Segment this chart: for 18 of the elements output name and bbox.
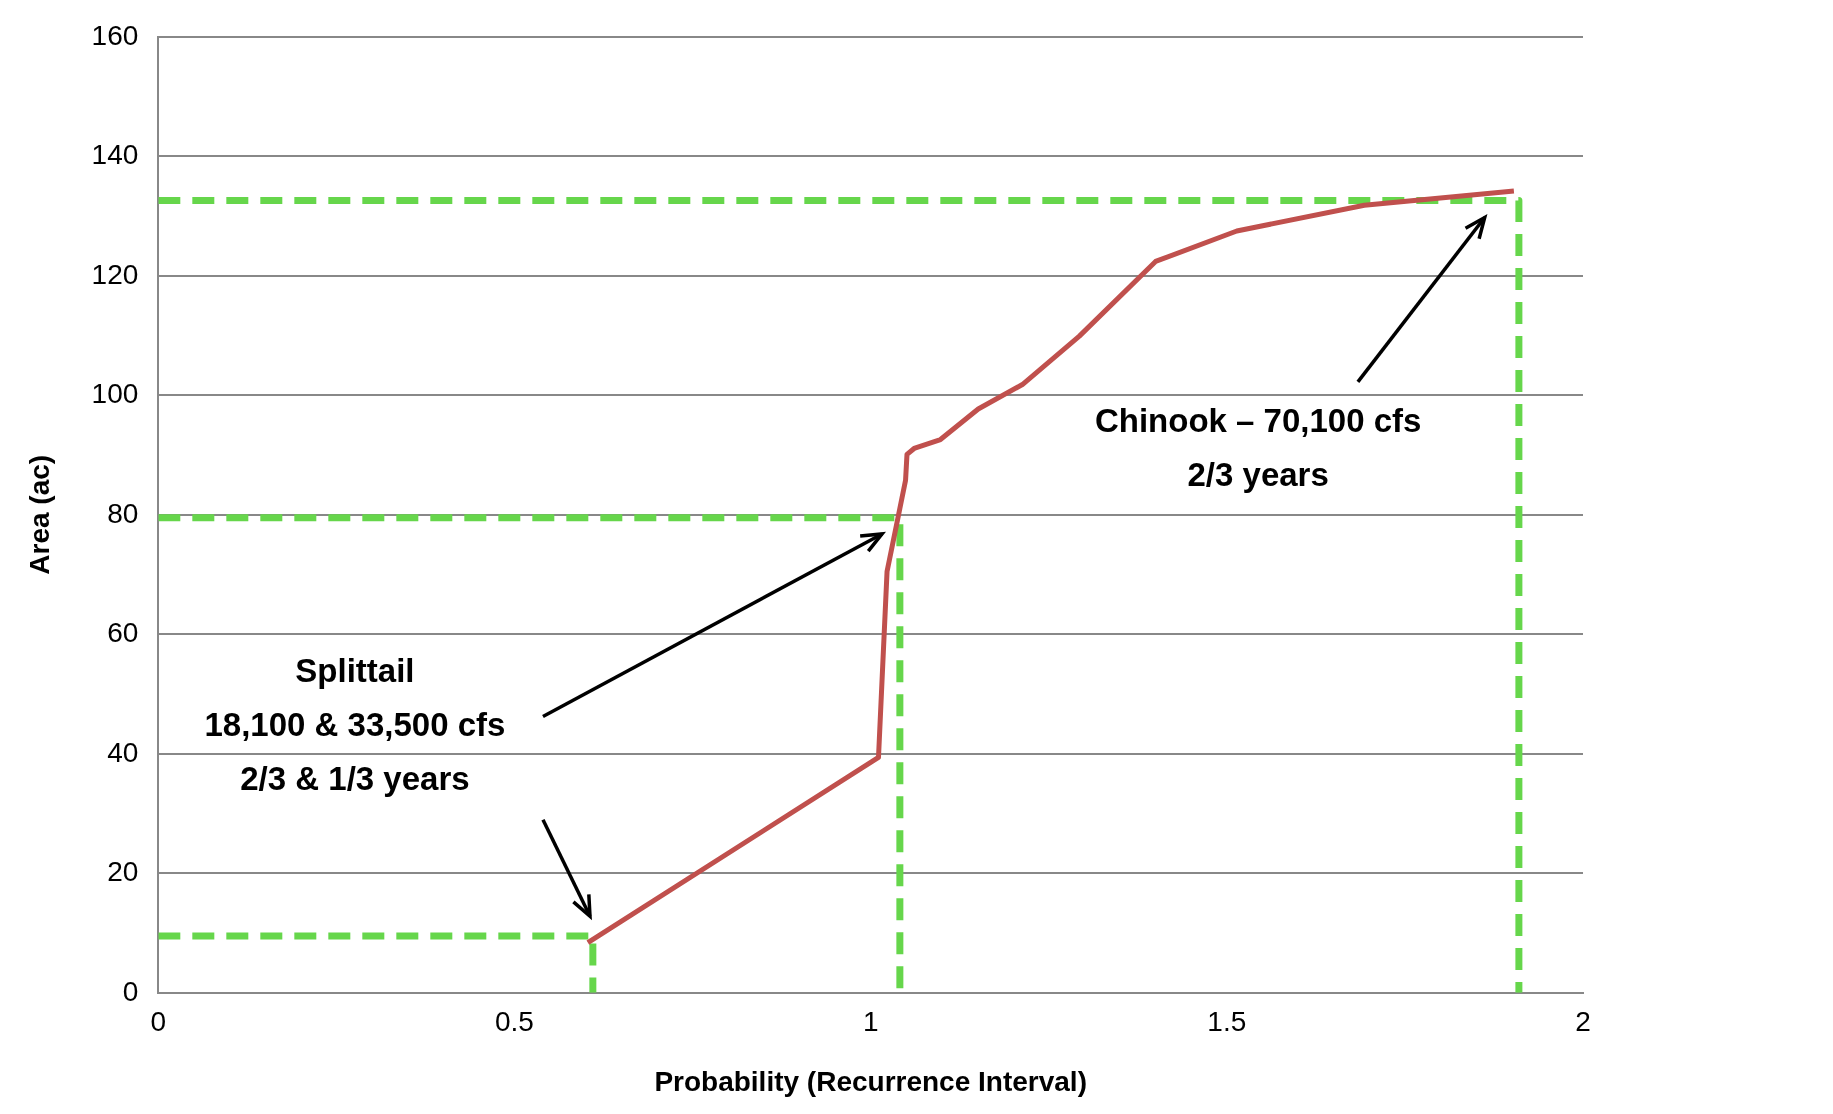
y-tick-label: 80 — [107, 497, 139, 529]
y-tick-label: 20 — [107, 856, 139, 888]
x-tick-label: 1 — [862, 1006, 879, 1038]
y-tick-label: 40 — [107, 736, 139, 768]
y-tick-label: 100 — [91, 378, 139, 410]
y-tick-label: 60 — [107, 617, 139, 649]
x-tick-label: 2 — [1575, 1006, 1591, 1038]
y-tick-label: 0 — [122, 975, 139, 1007]
annotation: Chinook – 70,100 cfs 2/3 years — [1094, 402, 1422, 493]
x-tick-label: 0.5 — [495, 1006, 534, 1038]
y-axis-title: Area (ac) — [23, 454, 55, 575]
y-tick-label: 120 — [91, 258, 139, 290]
y-tick-label: 160 — [91, 19, 139, 51]
annotation: Splittail 18,100 & 33,500 cfs 2/3 & 1/3 years — [204, 651, 506, 797]
y-tick-label: 140 — [91, 139, 139, 171]
x-tick-label: 0 — [150, 1006, 167, 1038]
x-axis-title: Probability (Recurrence Interval) — [654, 1065, 1087, 1097]
x-tick-label: 1.5 — [1207, 1006, 1247, 1038]
